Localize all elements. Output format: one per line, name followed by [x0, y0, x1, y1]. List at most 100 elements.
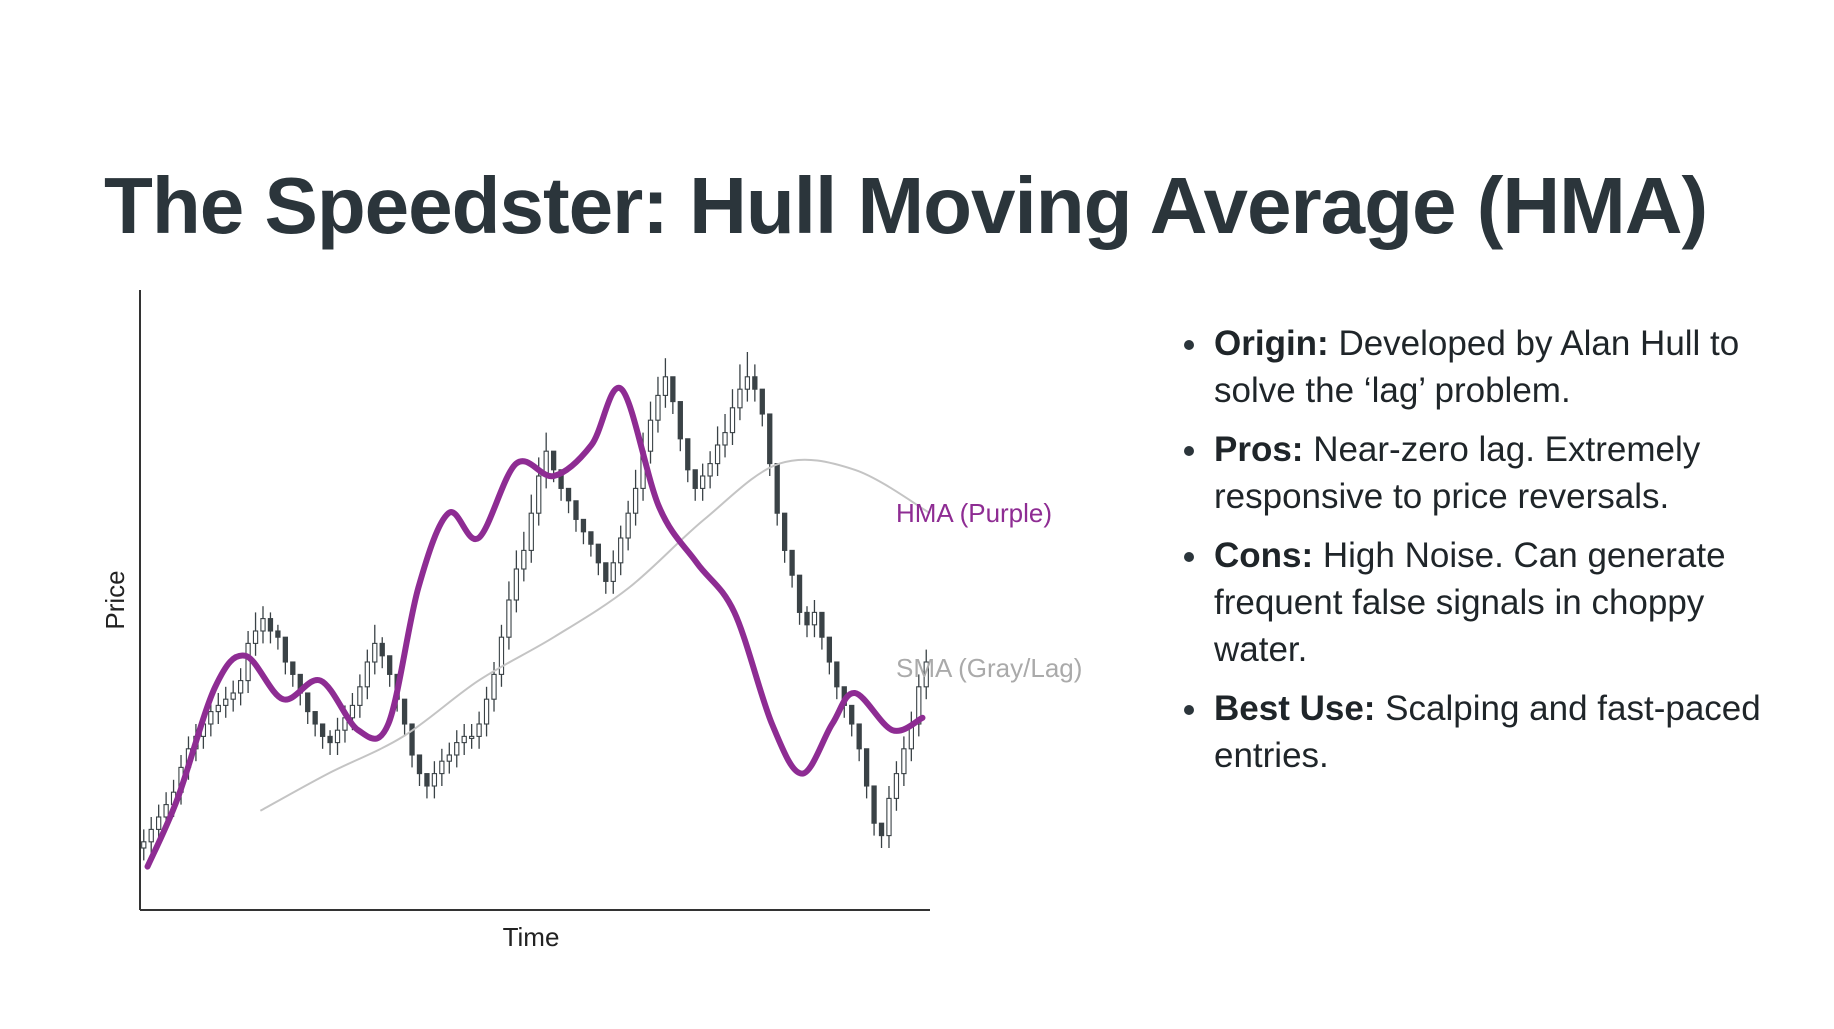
- candlestick: [908, 711, 914, 762]
- candlestick: [141, 829, 147, 861]
- sma-series-label: SMA (Gray/Lag): [896, 653, 1082, 683]
- candle-body: [319, 723, 326, 737]
- bullet-cons: Cons: High Noise. Can generate frequent …: [1180, 532, 1800, 673]
- candle-body: [305, 692, 311, 713]
- candle-body: [811, 611, 818, 626]
- candle-body: [290, 661, 296, 675]
- candlestick: [700, 463, 706, 501]
- candlestick: [372, 624, 378, 675]
- bullet-text: Near-zero lag. Extremely responsive to p…: [1214, 430, 1701, 516]
- bullet-text: Scalping and fast-paced entries.: [1214, 689, 1761, 775]
- candle-body: [729, 407, 736, 434]
- candle-body: [774, 463, 780, 514]
- candlestick: [327, 730, 333, 755]
- candle-body: [357, 686, 363, 706]
- candlestick: [819, 611, 825, 650]
- candle-body: [923, 661, 929, 688]
- candle-body: [252, 630, 259, 644]
- x-axis-label: Time: [503, 922, 560, 952]
- sma-line: [259, 458, 931, 812]
- candlestick: [707, 451, 713, 489]
- candle-body: [461, 735, 467, 744]
- candle-body: [223, 698, 229, 706]
- candlestick: [796, 574, 803, 625]
- candlestick: [722, 414, 728, 458]
- candle-body: [476, 723, 482, 737]
- candle-body: [550, 450, 557, 471]
- candle-body: [789, 549, 795, 576]
- candlestick: [334, 717, 341, 755]
- y-axis-label: Price: [100, 570, 130, 629]
- candlestick: [252, 612, 259, 656]
- candle-body: [230, 692, 236, 700]
- candlestick: [409, 723, 415, 768]
- candle-body: [260, 618, 266, 632]
- candlestick: [588, 531, 594, 557]
- candlestick: [886, 786, 892, 848]
- candlestick: [424, 773, 430, 799]
- candlestick: [774, 463, 780, 526]
- candle-body: [603, 562, 609, 582]
- candle-body: [655, 394, 661, 421]
- candle-body: [677, 401, 683, 440]
- candlestick: [446, 742, 452, 774]
- candlestick: [632, 469, 639, 526]
- candle-body: [237, 680, 244, 694]
- candlestick: [856, 723, 862, 762]
- candlestick: [528, 494, 534, 563]
- candlestick: [826, 636, 833, 675]
- candle-body: [573, 500, 579, 520]
- candle-body: [886, 797, 892, 837]
- candle-body: [804, 611, 810, 626]
- candlestick: [357, 674, 363, 718]
- candlestick: [923, 649, 929, 700]
- candlestick: [573, 500, 579, 532]
- candle-body: [707, 463, 713, 477]
- candle-body: [692, 469, 698, 489]
- candle-body: [491, 673, 497, 700]
- candlestick: [237, 668, 244, 706]
- candle-body: [893, 773, 900, 799]
- candle-body: [454, 742, 460, 756]
- candle-body: [446, 754, 452, 762]
- bullet-term: Best Use:: [1214, 689, 1376, 728]
- candle-body: [334, 729, 341, 744]
- candle-body: [901, 748, 907, 775]
- candlestick: [849, 704, 855, 737]
- candle-body: [275, 630, 281, 638]
- candle-body: [379, 642, 385, 657]
- candle-body: [826, 636, 833, 663]
- candlestick: [916, 674, 922, 737]
- candle-body: [267, 618, 274, 632]
- candle-body: [156, 816, 162, 830]
- candlestick: [729, 389, 736, 445]
- candlestick: [513, 550, 520, 613]
- candle-body: [282, 636, 289, 663]
- candlestick: [379, 637, 385, 669]
- candle-body: [327, 735, 333, 744]
- candle-body: [401, 698, 408, 725]
- candle-body: [856, 723, 862, 750]
- candle-body: [796, 574, 803, 613]
- candlestick: [498, 624, 505, 687]
- candle-body: [714, 444, 721, 465]
- candle-body: [521, 549, 527, 570]
- candle-body: [364, 661, 370, 688]
- candle-body: [372, 642, 378, 663]
- candle-body: [215, 704, 221, 713]
- candle-body: [878, 822, 885, 837]
- candlestick: [543, 432, 549, 489]
- candlestick: [804, 606, 810, 638]
- candle-body: [141, 841, 147, 849]
- candlestick: [223, 686, 229, 718]
- candle-body: [558, 469, 564, 489]
- candle-body: [632, 487, 639, 514]
- candlestick: [692, 469, 698, 501]
- candle-body: [588, 531, 594, 545]
- candlestick: [834, 661, 840, 700]
- candlestick: [878, 822, 885, 848]
- candlestick: [260, 606, 266, 644]
- candlestick-series: [141, 352, 929, 861]
- candlestick: [476, 711, 482, 749]
